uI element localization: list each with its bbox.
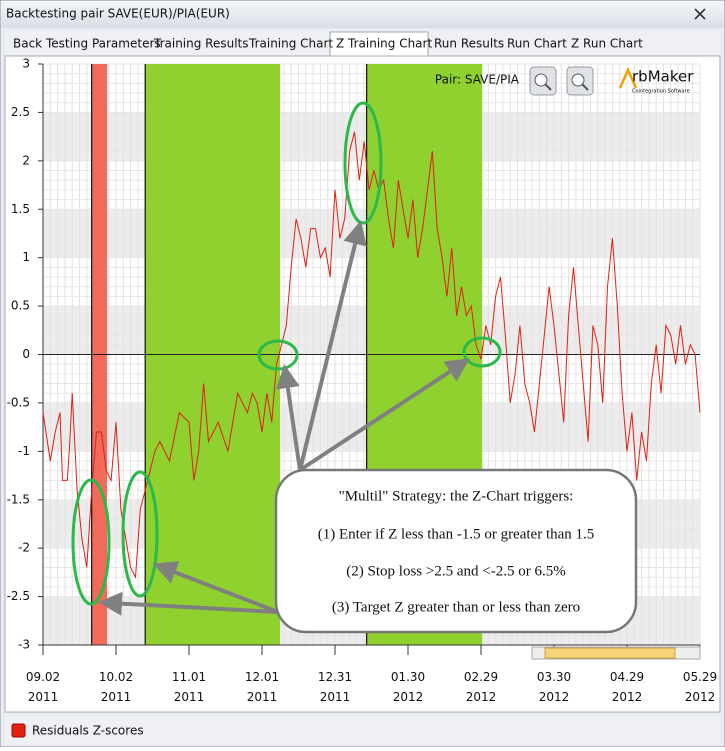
close-button[interactable] xyxy=(694,8,706,20)
annotation-box xyxy=(274,468,638,634)
x-tick-label: 12.31 2011 xyxy=(318,670,352,704)
y-tick-label: 2 xyxy=(22,153,30,167)
y-tick-label: 1 xyxy=(22,250,30,264)
logo-mark xyxy=(618,66,638,89)
x-tick-label: 04.29 2012 xyxy=(610,670,644,704)
tab[interactable]: Back Testing Parameters xyxy=(13,37,161,51)
x-tick-label: 01.30 2012 xyxy=(391,670,425,704)
x-tick-label: 10.02 2011 xyxy=(99,670,133,704)
y-tick-label: 2.5 xyxy=(11,105,30,119)
zoom-in[interactable] xyxy=(529,66,557,96)
tab[interactable]: Training Results xyxy=(153,37,249,51)
tab[interactable]: Z Training Chart xyxy=(336,37,432,51)
x-tick-label: 09.02 2011 xyxy=(26,670,60,704)
tab[interactable]: Z Run Chart xyxy=(571,37,643,51)
y-tick-label: -0.5 xyxy=(7,395,30,409)
y-tick-label: 0.5 xyxy=(11,299,30,313)
logo-name: rbMaker xyxy=(632,68,694,86)
x-tick-label: 11.01 2011 xyxy=(172,670,206,704)
y-tick-label: -1.5 xyxy=(7,492,30,506)
annotation-line: (2) Stop loss >2.5 and <-2.5 or 6.5% xyxy=(346,563,565,579)
x-tick-label: 02.29 2012 xyxy=(464,670,498,704)
y-tick-label: 0 xyxy=(22,347,30,361)
legend-label: Residuals Z-scores xyxy=(32,724,144,738)
tab[interactable]: Run Results xyxy=(434,37,504,51)
x-tick-label: 03.30 2012 xyxy=(537,670,571,704)
annotation-line: (3) Target Z greater than or less than z… xyxy=(332,599,580,615)
annotation-line: (1) Enter if Z less than -1.5 or greater… xyxy=(318,526,595,542)
legend-swatch xyxy=(11,723,26,738)
active-tab xyxy=(329,31,429,57)
tab[interactable]: Training Chart xyxy=(248,37,333,51)
annotation-line: "Multil" Strategy: the Z-Chart triggers: xyxy=(339,488,574,504)
legend-bar xyxy=(5,716,720,744)
y-tick-label: 1.5 xyxy=(11,202,30,216)
x-tick-label: 12.01 2011 xyxy=(245,670,279,704)
zoom-out[interactable] xyxy=(566,66,594,96)
y-tick-label: 3 xyxy=(22,57,30,71)
y-tick-label: -2 xyxy=(18,541,30,555)
scrollbar[interactable] xyxy=(531,646,701,660)
y-tick-label: -1 xyxy=(18,444,30,458)
series-line xyxy=(42,131,701,580)
annotation-arrows xyxy=(98,220,471,616)
window-title: Backtesting pair SAVE(EUR)/PIA(EUR) xyxy=(6,7,230,21)
annotation-marks xyxy=(71,101,502,606)
title-bar xyxy=(1,1,724,28)
tab[interactable]: Run Chart xyxy=(507,37,567,51)
x-tick-label: 05.29 2012 xyxy=(683,670,717,704)
pair-label: Pair: SAVE/PIA xyxy=(435,73,520,87)
logo-tagline: Cointegration Software xyxy=(632,89,690,95)
y-tick-label: -3 xyxy=(18,638,30,652)
y-tick-label: -2.5 xyxy=(7,589,30,603)
